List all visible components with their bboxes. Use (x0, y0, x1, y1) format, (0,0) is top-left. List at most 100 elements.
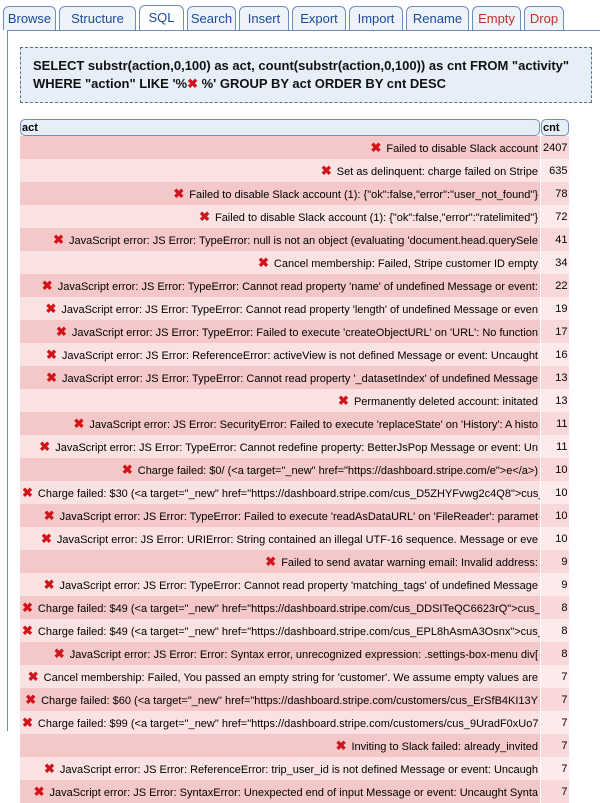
results-table: act cnt ✖ Failed to disable Slack account… (19, 119, 570, 803)
tab-export[interactable]: Export (292, 6, 346, 30)
table-row[interactable]: ✖ Permanently deleted account: initated 13 (20, 389, 570, 412)
table-row[interactable]: ✖ JavaScript error: JS Error: Error: Synt… (20, 642, 570, 665)
table-row[interactable]: ✖ Failed to send avatar warning email: In… (20, 550, 570, 573)
table-row[interactable]: ✖ JavaScript error: JS Error: ReferenceEr… (20, 343, 570, 366)
table-row[interactable]: ✖ Failed to disable Slack account (1): {"… (20, 182, 570, 205)
cell-act: ✖ JavaScript error: JS Error: TypeError: … (20, 366, 540, 389)
cell-act: ✖ JavaScript error: JS Error: ReferenceEr… (20, 343, 540, 366)
act-text: JavaScript error: JS Error: TypeError: n… (68, 234, 538, 247)
table-row[interactable]: ✖ JavaScript error: JS Error: SyntaxError… (20, 780, 570, 803)
sql-line-2: WHERE "action" LIKE '%✖ %' GROUP BY act … (33, 76, 446, 91)
table-row[interactable]: ✖ JavaScript error: JS Error: TypeError: … (20, 228, 570, 251)
red-x-icon: ✖ (22, 484, 33, 500)
cell-act: ✖ Charge failed: $49 (<a target="_new" hr… (20, 596, 540, 619)
cell-act: ✖ JavaScript error: JS Error: TypeError: … (20, 504, 540, 527)
cell-cnt: 635 (541, 159, 570, 182)
tab-bar: Browse Structure SQL Search Insert Export Impo… (0, 0, 600, 31)
cell-cnt: 2407 (541, 136, 570, 159)
column-header-act[interactable]: act (20, 119, 540, 136)
act-text: JavaScript error: JS Error: SyntaxError:… (49, 786, 538, 799)
tab-sql[interactable]: SQL (139, 5, 184, 31)
act-text: Failed to disable Slack account (1): {"o… (189, 188, 538, 201)
cell-cnt: 34 (541, 251, 570, 274)
table-row[interactable]: ✖ JavaScript error: JS Error: TypeError: … (20, 297, 570, 320)
table-row[interactable]: ✖ Failed to disable Slack account (1): {"… (20, 205, 570, 228)
cell-cnt: 19 (541, 297, 570, 320)
red-x-icon: ✖ (121, 461, 133, 477)
table-row[interactable]: ✖ Charge failed: $0/ (<a target="_new" hr… (20, 458, 570, 481)
cell-cnt: 8 (541, 642, 570, 665)
act-text: JavaScript error: JS Error: ReferenceErr… (61, 349, 538, 362)
cell-act: ✖ Cancel membership: Failed, Stripe custo… (20, 251, 540, 274)
cell-cnt: 22 (541, 274, 570, 297)
table-row[interactable]: ✖ JavaScript error: JS Error: SecurityErr… (20, 412, 570, 435)
table-row[interactable]: ✖ Charge failed: $49 (<a target="_new" hr… (20, 596, 570, 619)
tab-empty[interactable]: Empty (472, 6, 521, 30)
cell-cnt: 7 (541, 734, 570, 757)
act-text: Failed to disable Slack account (1): {"o… (214, 211, 538, 224)
red-x-icon: ✖ (45, 300, 57, 316)
cell-act: ✖ Charge failed: $99 (<a target="_new" hr… (20, 711, 540, 734)
table-row[interactable]: ✖ JavaScript error: JS Error: TypeError: … (20, 366, 570, 389)
act-text: JavaScript error: JS Error: TypeError: C… (61, 303, 538, 316)
sql-query-box: SELECT substr(action,0,100) as act, coun… (20, 47, 592, 103)
act-text: Failed to send avatar warning email: Inv… (281, 556, 538, 569)
cell-cnt: 9 (541, 573, 570, 596)
red-x-icon: ✖ (39, 438, 51, 454)
cell-cnt: 17 (541, 320, 570, 343)
cell-act: ✖ JavaScript error: JS Error: TypeError: … (20, 435, 540, 458)
cell-cnt: 13 (541, 366, 570, 389)
column-header-cnt[interactable]: cnt (541, 119, 570, 136)
table-row[interactable]: ✖ Charge failed: $49 (<a target="_new" hr… (20, 619, 570, 642)
cell-act: ✖ JavaScript error: JS Error: TypeError: … (20, 320, 540, 343)
table-row[interactable]: ✖ Charge failed: $60 (<a target="_new" hr… (20, 688, 570, 711)
cell-act: ✖ JavaScript error: JS Error: Error: Synt… (20, 642, 540, 665)
sql-line-1: SELECT substr(action,0,100) as act, coun… (33, 58, 570, 73)
table-row[interactable]: ✖ JavaScript error: JS Error: TypeError: … (20, 320, 570, 343)
act-text: JavaScript error: JS Error: TypeError: F… (59, 510, 538, 523)
tab-drop[interactable]: Drop (524, 6, 564, 30)
cell-cnt: 10 (541, 527, 570, 550)
table-row[interactable]: ✖ JavaScript error: JS Error: TypeError: … (20, 573, 570, 596)
red-x-icon: ✖ (53, 645, 65, 661)
tab-search[interactable]: Search (187, 6, 236, 30)
table-row[interactable]: ✖ Set as delinquent: charge failed on Str… (20, 159, 570, 182)
tab-structure[interactable]: Structure (59, 6, 136, 30)
table-row[interactable]: ✖ JavaScript error: JS Error: URIError: S… (20, 527, 570, 550)
tab-insert[interactable]: Insert (239, 6, 289, 30)
cell-cnt: 9 (541, 550, 570, 573)
table-row[interactable]: ✖ JavaScript error: JS Error: TypeError: … (20, 435, 570, 458)
red-x-icon: ✖ (199, 208, 210, 224)
table-row[interactable]: ✖ Charge failed: $99 (<a target="_new" hr… (20, 711, 570, 734)
act-text: Permanently deleted account: initated (353, 395, 538, 408)
table-row[interactable]: ✖ Cancel membership: Failed, You passed a… (20, 665, 570, 688)
cell-cnt: 7 (541, 665, 570, 688)
table-row[interactable]: ✖ Inviting to Slack failed: already_invit… (20, 734, 570, 757)
cell-cnt: 7 (541, 780, 570, 803)
cell-cnt: 7 (541, 757, 570, 780)
table-row[interactable]: ✖ Cancel membership: Failed, Stripe custo… (20, 251, 570, 274)
act-text: JavaScript error: JS Error: Error: Synta… (69, 648, 538, 661)
red-x-icon: ✖ (338, 392, 349, 408)
table-row[interactable]: ✖ Charge failed: $30 (<a target="_new" hr… (20, 481, 570, 504)
table-row[interactable]: ✖ JavaScript error: JS Error: TypeError: … (20, 504, 570, 527)
tab-import[interactable]: Import (349, 6, 403, 30)
table-row[interactable]: ✖ Failed to disable Slack account 2407 (20, 136, 570, 159)
act-text: Charge failed: $30 (<a target="_new" hre… (37, 487, 540, 500)
table-row[interactable]: ✖ JavaScript error: JS Error: TypeError: … (20, 274, 570, 297)
cell-act: ✖ Permanently deleted account: initated (20, 389, 540, 412)
cell-cnt: 11 (541, 412, 570, 435)
red-x-icon: ✖ (41, 277, 53, 293)
red-x-icon: ✖ (173, 185, 185, 201)
tab-rename[interactable]: Rename (406, 6, 469, 30)
act-text: Inviting to Slack failed: already_invite… (351, 740, 539, 753)
table-row[interactable]: ✖ JavaScript error: JS Error: ReferenceEr… (20, 757, 570, 780)
red-x-icon: ✖ (187, 76, 199, 91)
red-x-icon: ✖ (46, 346, 57, 362)
red-x-icon: ✖ (257, 254, 269, 270)
cell-act: ✖ Charge failed: $30 (<a target="_new" hr… (20, 481, 540, 504)
act-text: Charge failed: $49 (<a target="_new" hre… (37, 602, 540, 615)
cell-act: ✖ Charge failed: $49 (<a target="_new" hr… (20, 619, 540, 642)
tab-browse[interactable]: Browse (3, 6, 56, 30)
cell-act: ✖ JavaScript error: JS Error: TypeError: … (20, 228, 540, 251)
